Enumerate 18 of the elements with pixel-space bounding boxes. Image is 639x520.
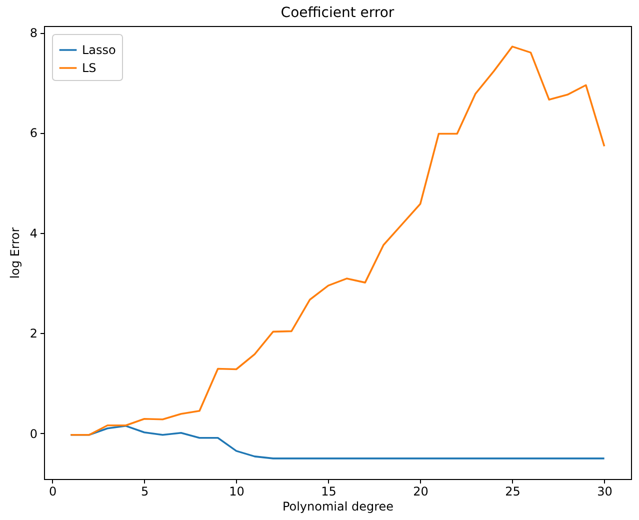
chart-title: Coefficient error xyxy=(280,5,394,21)
x-tick-label: 25 xyxy=(505,484,520,498)
x-tick-label: 20 xyxy=(413,484,428,498)
x-tick-label: 10 xyxy=(229,484,244,498)
y-tick-label: 0 xyxy=(30,426,38,441)
legend-label: LS xyxy=(82,61,96,75)
y-axis-title: log Error xyxy=(8,227,22,279)
x-tick-label: 15 xyxy=(321,484,336,498)
x-tick-label: 0 xyxy=(48,484,57,498)
y-tick-label: 2 xyxy=(30,326,38,341)
line-series xyxy=(70,46,606,436)
x-axis-title: Polynomial degree xyxy=(282,500,394,514)
y-tick-label: 8 xyxy=(30,26,38,40)
legend-label: Lasso xyxy=(82,43,116,57)
x-tick-label: 30 xyxy=(597,484,612,498)
x-tick-label: 5 xyxy=(140,484,149,498)
y-tick-label: 6 xyxy=(30,126,38,140)
y-tick-label: 4 xyxy=(30,226,38,240)
